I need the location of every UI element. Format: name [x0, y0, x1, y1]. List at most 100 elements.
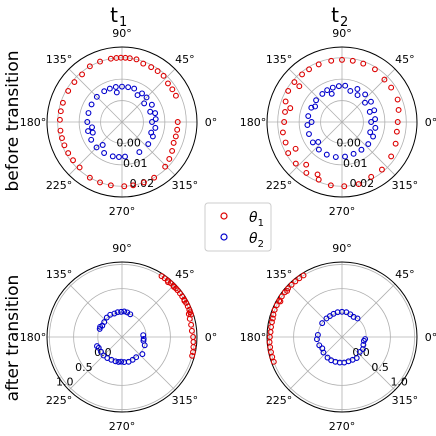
theta1-point	[57, 108, 64, 115]
theta1-point	[282, 98, 289, 105]
theta2-point	[308, 119, 315, 125]
theta2-point	[101, 88, 108, 95]
theta1-point	[61, 142, 68, 149]
theta2-point	[308, 104, 315, 111]
theta1-point	[181, 298, 188, 304]
theta1-point	[113, 55, 120, 61]
theta1-point	[59, 135, 65, 142]
polar-frame	[46, 261, 198, 413]
theta1-point	[86, 174, 93, 181]
angular-gridline	[121, 121, 176, 176]
theta2-point	[93, 93, 100, 100]
theta1-point	[303, 169, 310, 176]
theta1-point	[381, 76, 388, 83]
theta1-point	[76, 164, 83, 171]
theta1-point	[341, 183, 348, 190]
theta1-point	[190, 339, 197, 345]
theta1-point	[57, 127, 64, 134]
theta1-point	[328, 57, 335, 64]
theta2-point	[324, 87, 331, 94]
polar-frame	[266, 46, 418, 198]
theta1-point	[130, 182, 137, 189]
theta1-point	[133, 56, 140, 63]
theta1-point	[160, 72, 167, 79]
theta2-point	[149, 119, 155, 125]
theta2-point	[88, 136, 95, 143]
col-title-t1-subscript: 1	[119, 15, 127, 30]
angle-tick-label: 135°	[46, 268, 73, 281]
theta2-point	[309, 139, 316, 146]
theta2-point	[112, 358, 119, 365]
theta2-point	[320, 349, 327, 356]
theta1-point	[184, 303, 191, 310]
radial-gridline	[100, 100, 144, 144]
theta1-point	[392, 140, 399, 147]
theta2-point	[119, 83, 125, 90]
theta2-point	[96, 325, 103, 332]
angle-tick-label: 0°	[425, 331, 436, 344]
theta2-point	[122, 153, 128, 160]
angle-tick-label: 315°	[172, 394, 199, 407]
radial-tick-label: 0.01	[123, 157, 148, 170]
theta1-point	[306, 66, 313, 73]
theta2-point	[365, 141, 372, 147]
angle-tick-label: 45°	[175, 268, 195, 281]
theta1-point	[300, 272, 307, 279]
theta1-point	[267, 329, 274, 335]
radial-tick-label: 0.01	[343, 157, 368, 170]
angle-tick-label: 135°	[266, 268, 293, 281]
theta2-point	[136, 149, 143, 156]
angle-tick-label: 90°	[332, 27, 352, 40]
angle-tick-label: 135°	[46, 53, 73, 66]
theta1-point	[86, 63, 93, 70]
angle-tick-label: 270°	[109, 420, 136, 433]
angular-gridline	[288, 68, 343, 123]
theta2-point	[362, 91, 369, 98]
theta1-point	[282, 109, 288, 115]
theta1-point	[188, 311, 194, 318]
radial-gridline	[73, 288, 171, 386]
theta1-point	[394, 119, 401, 125]
theta2-point	[315, 146, 322, 153]
theta2-point	[342, 153, 348, 160]
theta2-point	[99, 142, 106, 148]
theta1-point	[292, 278, 299, 285]
theta1-point	[189, 352, 196, 359]
theta2-point	[124, 309, 131, 316]
theta1-point	[355, 181, 362, 188]
angle-tick-label: 180°	[20, 116, 47, 129]
theta2-point	[115, 358, 122, 365]
theta2-point	[358, 146, 365, 153]
theta1-point	[154, 68, 161, 75]
angle-tick-label: 90°	[112, 27, 132, 40]
angular-gridline	[68, 336, 123, 391]
theta1-point	[270, 311, 277, 318]
radial-tick-label: 0.5	[371, 361, 389, 374]
angular-gridline	[68, 68, 123, 123]
theta1-point	[327, 182, 334, 189]
theta2-point	[329, 84, 336, 91]
radial-tick-label: 0.00	[116, 136, 141, 149]
theta1-point	[296, 275, 303, 282]
theta1-point	[388, 84, 395, 91]
theta1-point	[269, 315, 276, 322]
angle-tick-label: 45°	[395, 268, 415, 281]
legend: θ1 θ2	[204, 202, 272, 252]
theta2-point	[89, 129, 96, 136]
theta1-point	[165, 279, 171, 286]
theta1-point	[170, 139, 177, 146]
angle-tick-label: 270°	[329, 205, 356, 218]
theta2-point	[145, 141, 152, 147]
theta1-point	[393, 128, 400, 135]
angle-tick-label: 0°	[205, 116, 218, 129]
theta1-point	[71, 79, 78, 86]
radial-tick-label: 0.5	[75, 361, 93, 374]
theta1-point	[107, 182, 114, 189]
theta2-point	[367, 129, 374, 136]
theta2-point	[335, 83, 342, 90]
col-title-t2: t	[331, 3, 339, 27]
row-label-before: before transition	[3, 50, 23, 191]
theta2-point	[366, 108, 373, 115]
theta2-point	[125, 84, 132, 91]
theta1-point	[190, 349, 196, 356]
